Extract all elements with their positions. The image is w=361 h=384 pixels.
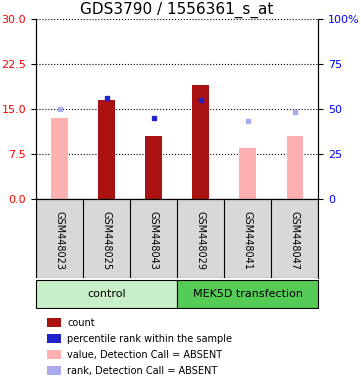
Text: control: control — [87, 289, 126, 299]
FancyBboxPatch shape — [36, 280, 177, 308]
Bar — [47, 334, 61, 343]
Text: rank, Detection Call = ABSENT: rank, Detection Call = ABSENT — [67, 366, 217, 376]
Bar — [47, 350, 61, 359]
Text: GSM448041: GSM448041 — [243, 211, 253, 270]
Bar — [47, 318, 61, 327]
Text: GSM448047: GSM448047 — [290, 211, 300, 270]
Text: count: count — [67, 318, 95, 328]
Bar — [192, 85, 209, 199]
FancyBboxPatch shape — [177, 280, 318, 308]
Bar — [287, 136, 303, 199]
Text: protocol: protocol — [37, 314, 82, 324]
Text: GSM448025: GSM448025 — [101, 211, 112, 270]
Text: GSM448029: GSM448029 — [196, 211, 206, 270]
Text: GSM448043: GSM448043 — [149, 211, 158, 270]
Text: MEK5D transfection: MEK5D transfection — [193, 289, 303, 299]
Bar — [47, 366, 61, 375]
Bar — [51, 118, 68, 199]
Bar — [239, 148, 256, 199]
Text: GSM448023: GSM448023 — [55, 211, 65, 270]
Text: value, Detection Call = ABSENT: value, Detection Call = ABSENT — [67, 350, 222, 360]
Bar — [98, 100, 115, 199]
Text: percentile rank within the sample: percentile rank within the sample — [67, 334, 232, 344]
Title: GDS3790 / 1556361_s_at: GDS3790 / 1556361_s_at — [81, 2, 274, 18]
Bar — [145, 136, 162, 199]
